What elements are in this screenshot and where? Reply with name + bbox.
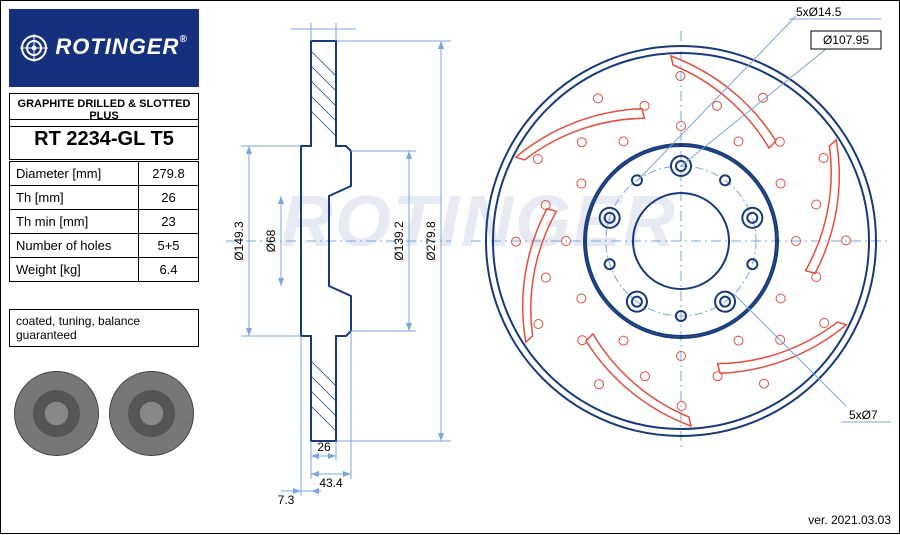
brand-logo: ROTINGER® — [9, 9, 199, 87]
spec-value: 279.8 — [139, 162, 199, 186]
spec-value: 26 — [139, 186, 199, 210]
spec-label: Diameter [mm] — [10, 162, 139, 186]
table-row: Th [mm]26 — [10, 186, 199, 210]
spec-label: Number of holes — [10, 234, 139, 258]
disc-thumb-back — [109, 371, 194, 456]
spec-table: Diameter [mm]279.8 Th [mm]26 Th min [mm]… — [9, 161, 199, 282]
spec-label: Th [mm] — [10, 186, 139, 210]
spec-value: 23 — [139, 210, 199, 234]
product-thumbnails — [9, 353, 199, 473]
table-row: Weight [kg]6.4 — [10, 258, 199, 282]
spec-label: Th min [mm] — [10, 210, 139, 234]
svg-text:43.4: 43.4 — [319, 476, 343, 490]
brand-name: ROTINGER — [55, 34, 179, 59]
table-row: Number of holes5+5 — [10, 234, 199, 258]
svg-text:7.3: 7.3 — [278, 493, 295, 507]
svg-text:Ø279.8: Ø279.8 — [424, 221, 438, 261]
svg-text:Ø68: Ø68 — [264, 229, 278, 252]
brand-text: ROTINGER® — [20, 34, 188, 62]
spec-value: 6.4 — [139, 258, 199, 282]
target-icon — [20, 34, 48, 62]
table-row: Th min [mm]23 — [10, 210, 199, 234]
callout-bolt-circle: Ø107.95 — [823, 33, 869, 47]
callout-holes-small: 5xØ7 — [849, 408, 878, 422]
spec-value: 5+5 — [139, 234, 199, 258]
side-profile: Ø279.8 Ø139.2 Ø149.3 Ø68 — [226, 23, 451, 507]
part-number: RT 2234-GL T5 — [9, 119, 199, 160]
callout-holes-large: 5xØ14.5 — [796, 5, 842, 19]
front-face — [471, 16, 891, 451]
disc-thumb-front — [14, 371, 99, 456]
registered-icon: ® — [179, 34, 187, 45]
svg-text:Ø149.3: Ø149.3 — [232, 221, 246, 261]
svg-text:26: 26 — [317, 440, 331, 454]
technical-drawing: Ø279.8 Ø139.2 Ø149.3 Ø68 — [211, 1, 900, 535]
table-row: Diameter [mm]279.8 — [10, 162, 199, 186]
svg-text:Ø139.2: Ø139.2 — [392, 221, 406, 261]
product-note: coated, tuning, balance guaranteed — [9, 309, 199, 347]
spec-label: Weight [kg] — [10, 258, 139, 282]
